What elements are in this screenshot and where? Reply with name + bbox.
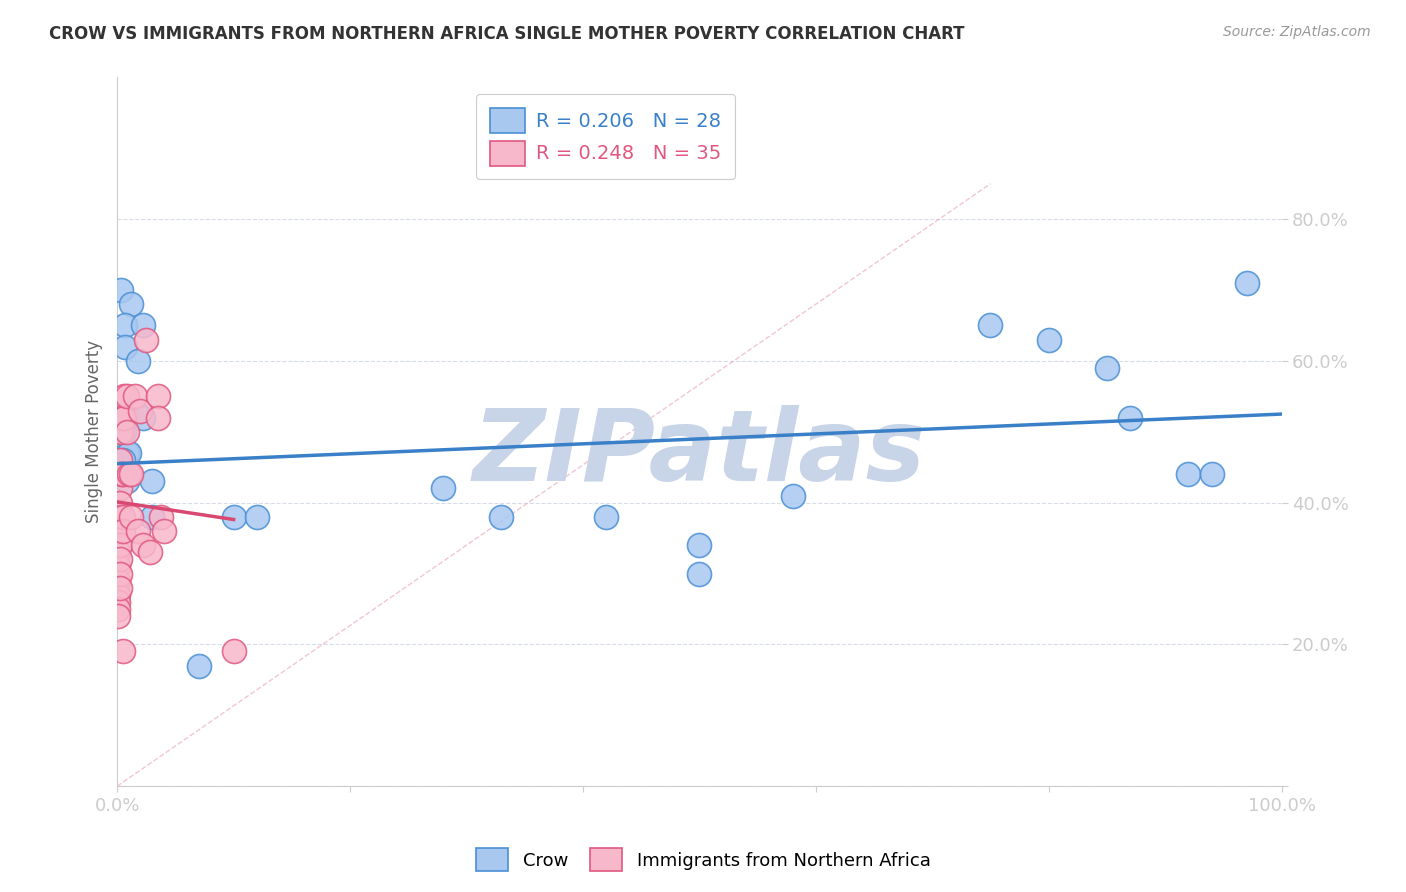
- Point: [111, 467, 134, 482]
- Point: [115, 389, 138, 403]
- Legend: Crow, Immigrants from Northern Africa: Crow, Immigrants from Northern Africa: [468, 841, 938, 879]
- Point: [115, 446, 138, 460]
- Text: CROW VS IMMIGRANTS FROM NORTHERN AFRICA SINGLE MOTHER POVERTY CORRELATION CHART: CROW VS IMMIGRANTS FROM NORTHERN AFRICA …: [49, 25, 965, 43]
- Point: [124, 403, 146, 417]
- Point: [979, 318, 1001, 333]
- Point: [111, 467, 134, 482]
- Point: [246, 509, 269, 524]
- Point: [132, 538, 155, 552]
- Point: [114, 318, 136, 333]
- Point: [107, 595, 129, 609]
- Point: [108, 538, 131, 552]
- Point: [127, 524, 149, 538]
- Point: [127, 354, 149, 368]
- Point: [111, 410, 134, 425]
- Point: [491, 509, 513, 524]
- Legend: R = 0.206   N = 28, R = 0.248   N = 35: R = 0.206 N = 28, R = 0.248 N = 35: [477, 95, 735, 179]
- Point: [108, 453, 131, 467]
- Point: [141, 509, 163, 524]
- Point: [1236, 276, 1258, 290]
- Point: [110, 425, 132, 439]
- Point: [107, 588, 129, 602]
- Point: [118, 467, 141, 482]
- Point: [107, 602, 129, 616]
- Text: ZIPatlas: ZIPatlas: [472, 405, 927, 501]
- Point: [1177, 467, 1199, 482]
- Point: [107, 559, 129, 574]
- Point: [135, 333, 157, 347]
- Point: [1038, 333, 1060, 347]
- Y-axis label: Single Mother Poverty: Single Mother Poverty: [86, 340, 103, 524]
- Point: [111, 453, 134, 467]
- Point: [432, 482, 454, 496]
- Point: [111, 644, 134, 658]
- Point: [222, 644, 245, 658]
- Point: [112, 425, 135, 439]
- Point: [1095, 361, 1118, 376]
- Point: [115, 410, 138, 425]
- Point: [688, 538, 710, 552]
- Point: [108, 496, 131, 510]
- Point: [222, 509, 245, 524]
- Point: [111, 467, 134, 482]
- Point: [150, 509, 173, 524]
- Point: [120, 297, 142, 311]
- Point: [132, 318, 155, 333]
- Text: Source: ZipAtlas.com: Source: ZipAtlas.com: [1223, 25, 1371, 39]
- Point: [129, 403, 152, 417]
- Point: [112, 410, 135, 425]
- Point: [118, 446, 141, 460]
- Point: [108, 566, 131, 581]
- Point: [110, 283, 132, 297]
- Point: [782, 489, 804, 503]
- Point: [111, 524, 134, 538]
- Point: [111, 509, 134, 524]
- Point: [108, 552, 131, 566]
- Point: [141, 475, 163, 489]
- Point: [112, 467, 135, 482]
- Point: [115, 425, 138, 439]
- Point: [108, 524, 131, 538]
- Point: [108, 482, 131, 496]
- Point: [110, 410, 132, 425]
- Point: [132, 410, 155, 425]
- Point: [108, 509, 131, 524]
- Point: [118, 403, 141, 417]
- Point: [107, 609, 129, 624]
- Point: [114, 340, 136, 354]
- Point: [152, 524, 174, 538]
- Point: [124, 389, 146, 403]
- Point: [595, 509, 617, 524]
- Point: [107, 574, 129, 588]
- Point: [139, 545, 162, 559]
- Point: [120, 467, 142, 482]
- Point: [120, 509, 142, 524]
- Point: [107, 545, 129, 559]
- Point: [187, 658, 209, 673]
- Point: [108, 581, 131, 595]
- Point: [112, 389, 135, 403]
- Point: [146, 389, 169, 403]
- Point: [146, 410, 169, 425]
- Point: [1119, 410, 1142, 425]
- Point: [1201, 467, 1223, 482]
- Point: [108, 467, 131, 482]
- Point: [688, 566, 710, 581]
- Point: [115, 475, 138, 489]
